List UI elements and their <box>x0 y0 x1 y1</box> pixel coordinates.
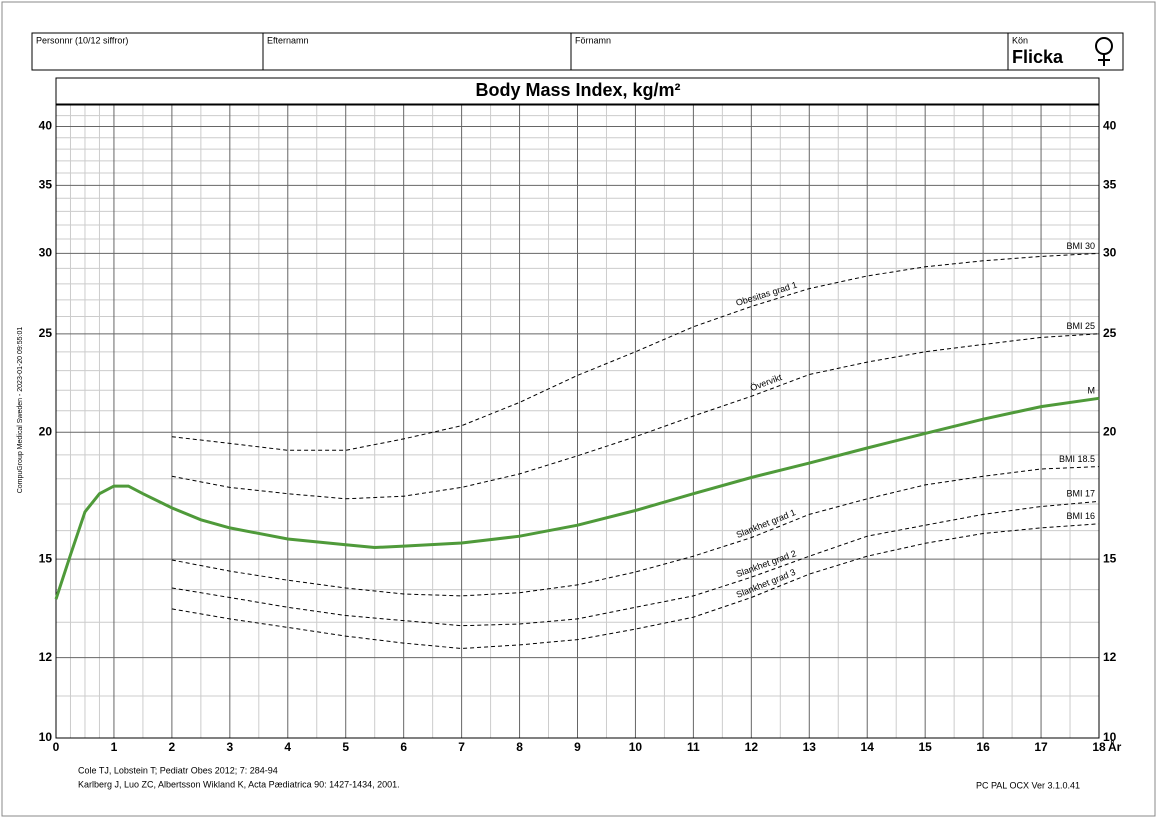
reference: Cole TJ, Lobstein T; Pediatr Obes 2012; … <box>78 765 278 775</box>
plot-frame <box>55 104 1100 739</box>
x-tick-label: 9 <box>574 740 581 754</box>
x-tick-label: 4 <box>284 740 291 754</box>
y-tick-label: 40 <box>39 119 53 133</box>
x-tick-label: 11 <box>687 740 700 754</box>
reference-curve <box>171 252 1100 451</box>
x-tick-label: 0 <box>53 740 60 754</box>
x-tick-label: 13 <box>803 740 817 754</box>
y-tick-label-right: 40 <box>1103 119 1117 133</box>
curve-end-label: BMI 18.5 <box>1059 454 1095 464</box>
x-tick-label: 16 <box>976 740 990 754</box>
y-tick-label: 25 <box>39 326 53 340</box>
y-tick-label-right: 25 <box>1103 326 1117 340</box>
reference-curve <box>171 500 1100 627</box>
x-tick-label: 1 <box>111 740 118 754</box>
y-tick-label: 10 <box>39 730 53 744</box>
field-label: Kön <box>1012 35 1028 45</box>
curve-end-label: BMI 30 <box>1066 241 1095 251</box>
x-tick-label: 15 <box>918 740 932 754</box>
chart-title: Body Mass Index, kg/m² <box>475 80 680 100</box>
x-tick-label: 8 <box>516 740 523 754</box>
title-box <box>55 77 1100 105</box>
x-tick-label: 10 <box>629 740 643 754</box>
y-tick-label-right: 12 <box>1103 650 1117 664</box>
gender: Flicka <box>1012 47 1064 67</box>
curve-end-label: BMI 17 <box>1066 489 1095 499</box>
reference-curve <box>171 523 1100 650</box>
female-symbol <box>1095 37 1113 66</box>
x-tick-label: 7 <box>458 740 465 754</box>
x-tick-label: 18 <box>1092 740 1106 754</box>
y-tick-label-right: 10 <box>1103 730 1117 744</box>
y-tick-label: 12 <box>39 650 53 664</box>
y-tick-label-right: 15 <box>1103 551 1117 565</box>
side-text: CompuGroup Medical Sweden - 2023-01-20 0… <box>17 327 24 494</box>
y-tick-label-right: 20 <box>1103 424 1117 438</box>
x-tick-label: 6 <box>400 740 407 754</box>
x-tick-label: 14 <box>861 740 875 754</box>
y-tick-label-right: 30 <box>1103 246 1117 260</box>
header-box <box>31 32 1124 71</box>
curve-end-label: M <box>1088 386 1096 396</box>
reference-curve <box>171 333 1100 500</box>
y-tick-label: 15 <box>39 551 53 565</box>
y-tick-label: 20 <box>39 424 53 438</box>
x-tick-label: 12 <box>745 740 759 754</box>
curve-end-label: BMI 16 <box>1066 511 1095 521</box>
x-tick-label: 5 <box>342 740 349 754</box>
field-label: Förnamn <box>575 35 611 45</box>
y-tick-label-right: 35 <box>1103 178 1117 192</box>
reference: Karlberg J, Luo ZC, Albertsson Wikland K… <box>78 779 400 789</box>
reference-curve <box>171 466 1100 597</box>
x-tick-label: 2 <box>169 740 176 754</box>
x-tick-label: 17 <box>1034 740 1048 754</box>
field-label: Efternamn <box>267 35 309 45</box>
x-tick-label: 3 <box>226 740 233 754</box>
y-tick-label: 35 <box>39 178 53 192</box>
curve-end-label: BMI 25 <box>1066 321 1095 331</box>
measured-curve <box>54 396 1100 600</box>
curve-label: Slankhet grad 1 <box>735 507 797 540</box>
x-unit: År <box>1108 739 1122 754</box>
y-tick-label: 30 <box>39 246 53 260</box>
field-label: Personnr (10/12 siffror) <box>36 35 128 45</box>
version: PC PAL OCX Ver 3.1.0.41 <box>976 780 1080 790</box>
